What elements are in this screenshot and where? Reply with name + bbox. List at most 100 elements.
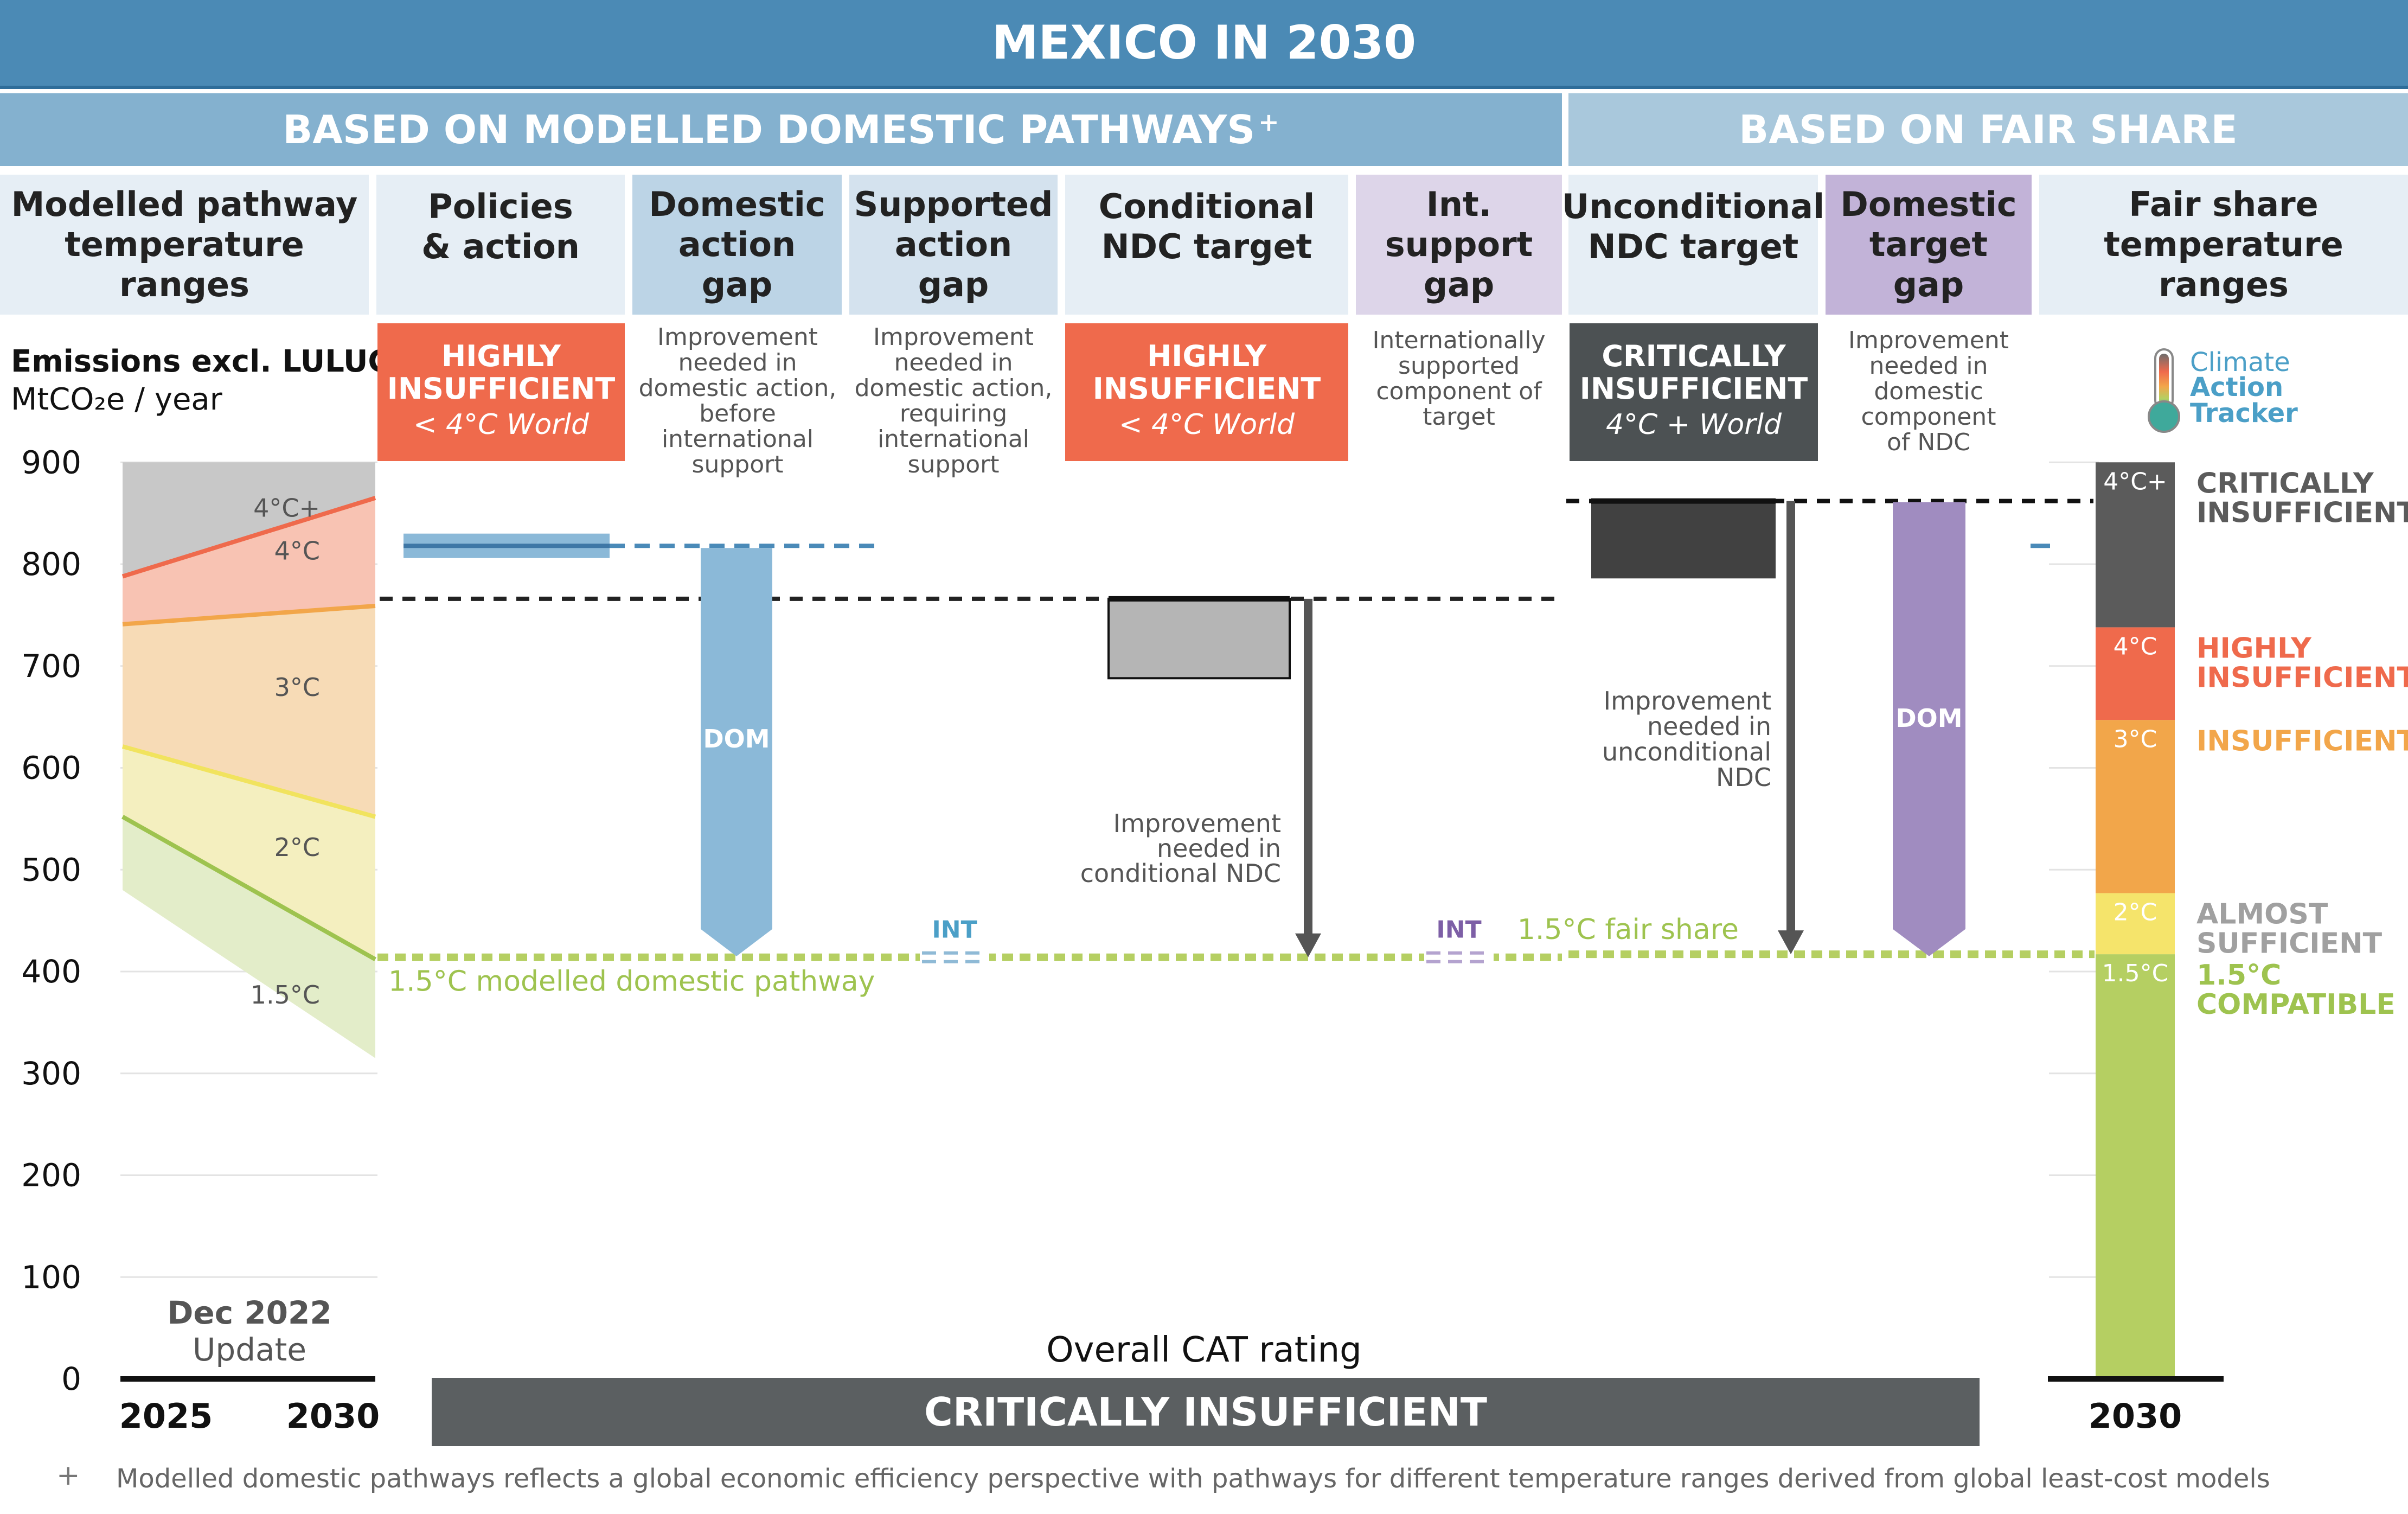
int-support-label: INT [1436,916,1481,944]
y-axis-title: Emissions excl. LULUCF [11,344,411,379]
y-axis-unit: MtCO₂e / year [11,382,222,417]
conditional-ndc-bar [1107,597,1291,680]
desc-supported-gap: Improvement needed in domestic action, r… [854,323,1053,478]
title-banner: MEXICO IN 2030 [0,0,2408,89]
line-2c [121,744,376,819]
col-header-int-support: Int. support gap [1356,175,1562,315]
logo-line2: Action [2190,372,2284,403]
rating-policies-world: < 4°C World [413,408,590,441]
int-label: INT [932,916,977,944]
desc-domestic-target: Improvement needed in domestic component… [1848,327,2009,456]
fair-share-band-label: 4°C+ [2103,468,2167,495]
rating-unconditional-label: CRITICALLY INSUFFICIENT [1579,339,1808,406]
unconditional-arrowhead [1778,930,1804,955]
fair-share-rating: SUFFICIENT [2196,927,2383,960]
dom-target-label: DOM [1895,704,1962,733]
section-modelled-mark: + [1258,107,1279,137]
fair-share-rating: INSUFFICIENT [2196,661,2408,694]
section-modelled-label: BASED ON MODELLED DOMESTIC PATHWAYS [283,107,1256,152]
y-tick-label: 0 [61,1360,81,1397]
y-tick-label: 700 [21,648,81,685]
line-3c [122,603,376,627]
fair-share-rating: COMPATIBLE [2196,988,2396,1021]
section-modelled: BASED ON MODELLED DOMESTIC PATHWAYS + [0,93,1562,166]
fair-share-band [2096,954,2175,1379]
update-label: Update [192,1331,307,1368]
col-header-policies: Policies & action [376,175,625,315]
x-tick-label: 2030 [286,1396,380,1436]
footnote-mark: + [56,1459,80,1492]
band-label: 4°C [274,536,320,566]
x-tick-label: 2025 [119,1396,213,1436]
fair-share-rating: INSUFFICIENT [2196,725,2408,757]
line-1-5c [121,815,376,961]
rating-conditional-label: HIGHLY INSUFFICIENT [1092,339,1321,406]
overall-rating-label: Overall CAT rating [1046,1330,1362,1370]
rating-unconditional-world: 4°C + World [1605,408,1782,441]
band-4c-plus [123,462,375,577]
line-4c [121,496,376,579]
dom-label: DOM [703,724,770,753]
fair-share-rating: CRITICALLY [2196,467,2374,500]
rating-conditional-world: < 4°C World [1118,408,1295,441]
fair-share-rating: INSUFFICIENT [2196,496,2408,529]
update-date: Dec 2022 [167,1294,332,1331]
fair-share-band-label: 2°C [2114,898,2157,926]
fair-share-band [2096,893,2175,955]
logo-line3: Tracker [2190,398,2298,429]
fair-share-rating: 1.5°C [2196,959,2281,992]
section-fair-share-label: BASED ON FAIR SHARE [1739,107,2238,152]
conditional-annotation: needed in [1157,834,1281,863]
unconditional-annotation: needed in [1647,712,1771,741]
col-header-supported-gap: Supported action gap [849,175,1058,315]
band-1-5c [123,816,375,1058]
band-label: 1.5°C [251,980,320,1010]
fair-share-1-5-label: 1.5°C fair share [1517,913,1739,946]
fair-share-band-label: 1.5°C [2102,960,2169,987]
thermometer-icon [2148,348,2180,433]
col-header-domestic-target: Domestic target gap [1826,175,2032,315]
unconditional-ndc-bar [1591,501,1776,579]
y-tick-label: 300 [21,1055,81,1092]
footnote-text: Modelled domestic pathways reflects a gl… [116,1464,2270,1494]
unconditional-annotation: NDC [1716,763,1771,792]
conditional-annotation: Improvement [1113,809,1281,838]
col-header-modelled-ranges: Modelled pathway temperature ranges [0,175,369,315]
logo-line1: Climate [2190,347,2290,378]
band-label: 3°C [274,673,320,702]
modelled-1-5-label: 1.5°C modelled domestic pathway [388,966,875,998]
desc-int-support: Internationally supported component of t… [1372,327,1546,431]
desc-domestic-gap: Improvement needed in domestic action, b… [638,323,837,478]
unconditional-annotation: Improvement [1604,686,1771,716]
overall-rating-value: CRITICALLY INSUFFICIENT [924,1389,1487,1435]
rating-policies: HIGHLY INSUFFICIENT < 4°C World [377,323,625,461]
rating-policies-label: HIGHLY INSUFFICIENT [387,339,616,406]
x-tick-label-2030: 2030 [2089,1396,2182,1436]
col-header-domestic-gap: Domestic action gap [632,175,842,315]
band-label: 4°C+ [253,494,320,523]
y-tick-label: 500 [21,851,81,888]
conditional-annotation: conditional NDC [1080,859,1281,888]
fair-share-rating: HIGHLY [2196,632,2312,665]
fair-share-band [2096,462,2175,628]
domestic-target-gap-arrow [1893,502,1965,956]
band-label: 2°C [274,833,320,862]
band-4c [123,497,375,624]
y-tick-label: 900 [21,444,81,481]
cat-logo: Climate Action Tracker [2142,347,2305,434]
fair-share-rating: ALMOST [2196,898,2328,930]
conditional-arrowhead [1295,933,1321,957]
section-fair-share: BASED ON FAIR SHARE [1568,93,2408,166]
y-tick-label: 600 [21,750,81,787]
domestic-gap-arrow [701,548,772,956]
fair-share-band [2096,720,2175,893]
fair-share-band-label: 4°C [2114,633,2157,660]
fair-share-band-label: 3°C [2114,725,2157,753]
unconditional-annotation: unconditional [1602,737,1771,766]
fair-share-band [2096,627,2175,720]
page-title: MEXICO IN 2030 [991,16,1417,70]
overall-rating-bar: CRITICALLY INSUFFICIENT [432,1378,1980,1446]
col-header-fair-ranges: Fair share temperature ranges [2039,175,2408,315]
y-tick-label: 400 [21,953,81,990]
